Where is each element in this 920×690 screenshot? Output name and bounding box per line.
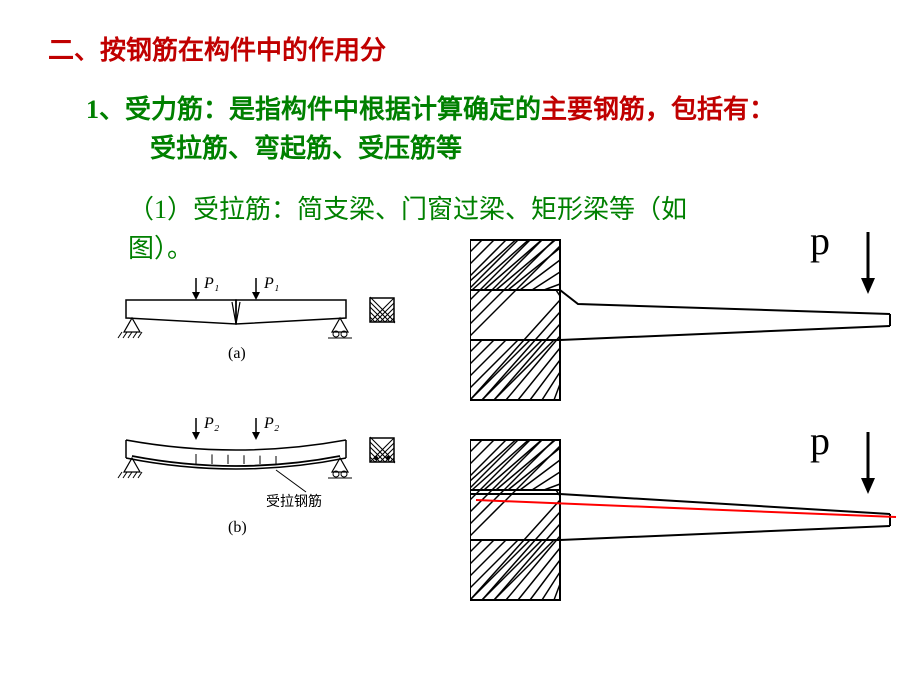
- svg-text:p: p: [810, 220, 830, 263]
- svg-text:P₂: P₂: [263, 415, 280, 432]
- svg-text:受拉钢筋: 受拉钢筋: [266, 493, 322, 510]
- svg-text:P₁: P₁: [263, 275, 279, 292]
- item1-line2: 受拉筋、弯起筋、受压筋等: [150, 134, 462, 163]
- cantilever-figure-2: p: [470, 420, 900, 610]
- cantilever-figure-1: p: [470, 220, 900, 410]
- item1-1-num: （1）: [128, 195, 193, 224]
- item1-num: 1、: [86, 95, 125, 124]
- item-1: 1、受力筋：是指构件中根据计算确定的主要钢筋，包括有： 受拉筋、弯起筋、受压筋等: [86, 90, 886, 168]
- item1-label: 受力筋：: [125, 95, 229, 124]
- svg-text:(a): (a): [228, 345, 246, 362]
- section-title: 二、按钢筋在构件中的作用分: [48, 30, 386, 67]
- title-text: 按钢筋在构件中的作用分: [100, 36, 386, 65]
- svg-text:P₁: P₁: [203, 275, 219, 292]
- svg-text:p: p: [810, 420, 830, 463]
- left-beam-figure: P₁ P₁ (a) P₂ P₂ 受拉钢筋 (b): [106, 270, 406, 560]
- item1-key: 主要钢筋，包括有：: [541, 95, 775, 124]
- item1-mid1: 是指构件中根据计算确定的: [229, 95, 541, 124]
- svg-text:P₂: P₂: [203, 415, 220, 432]
- title-prefix: 二、: [48, 36, 100, 65]
- svg-text:(b): (b): [228, 519, 247, 536]
